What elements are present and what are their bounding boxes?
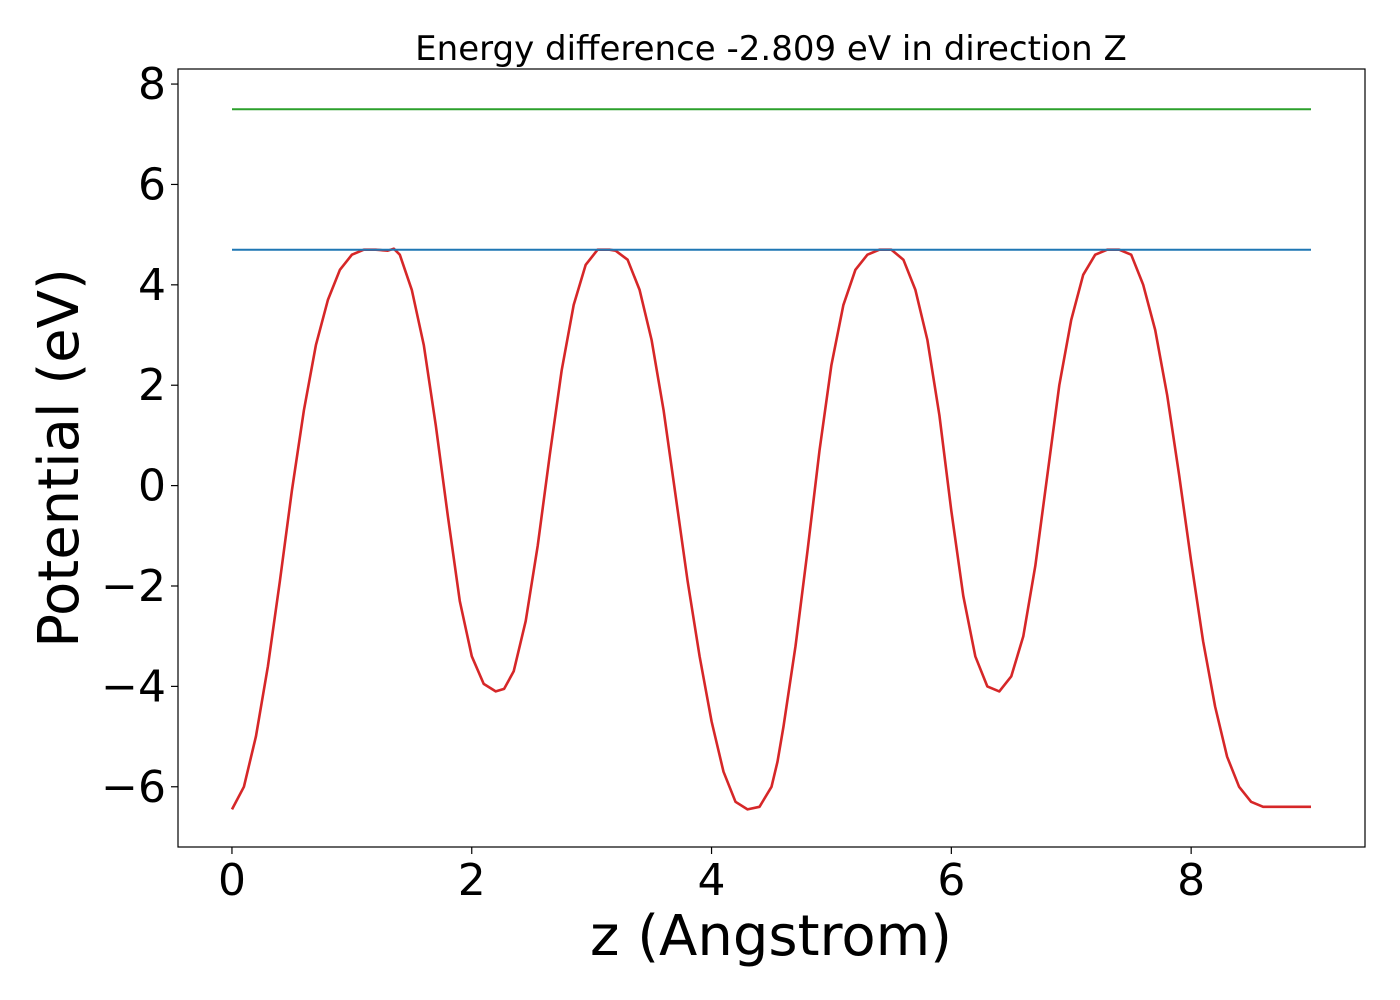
chart-title: Energy difference -2.809 eV in direction… bbox=[415, 29, 1127, 69]
x-tick-label: 2 bbox=[458, 855, 486, 906]
y-axis: −6 −4 −2 0 2 4 6 8 bbox=[101, 59, 178, 813]
x-tick-label: 8 bbox=[1177, 855, 1205, 906]
y-tick-label: −6 bbox=[101, 762, 166, 813]
plot-frame bbox=[177, 68, 1366, 848]
y-axis-label: Potential (eV) bbox=[27, 268, 92, 648]
y-tick-label: −4 bbox=[101, 661, 166, 712]
x-axis-label: z (Angstrom) bbox=[590, 904, 952, 969]
series-line-0 bbox=[230, 247, 1311, 811]
x-tick-label: 0 bbox=[218, 855, 246, 906]
x-axis: 0 2 4 6 8 bbox=[218, 847, 1205, 906]
y-tick-label: 0 bbox=[138, 461, 166, 512]
plot-area bbox=[230, 108, 1311, 811]
y-tick-label: −2 bbox=[101, 561, 166, 612]
x-tick-label: 6 bbox=[937, 855, 965, 906]
x-tick-label: 4 bbox=[698, 855, 726, 906]
y-tick-label: 4 bbox=[138, 260, 166, 311]
y-tick-label: 6 bbox=[138, 159, 166, 210]
y-tick-label: 2 bbox=[138, 360, 166, 411]
y-tick-label: 8 bbox=[138, 59, 166, 110]
